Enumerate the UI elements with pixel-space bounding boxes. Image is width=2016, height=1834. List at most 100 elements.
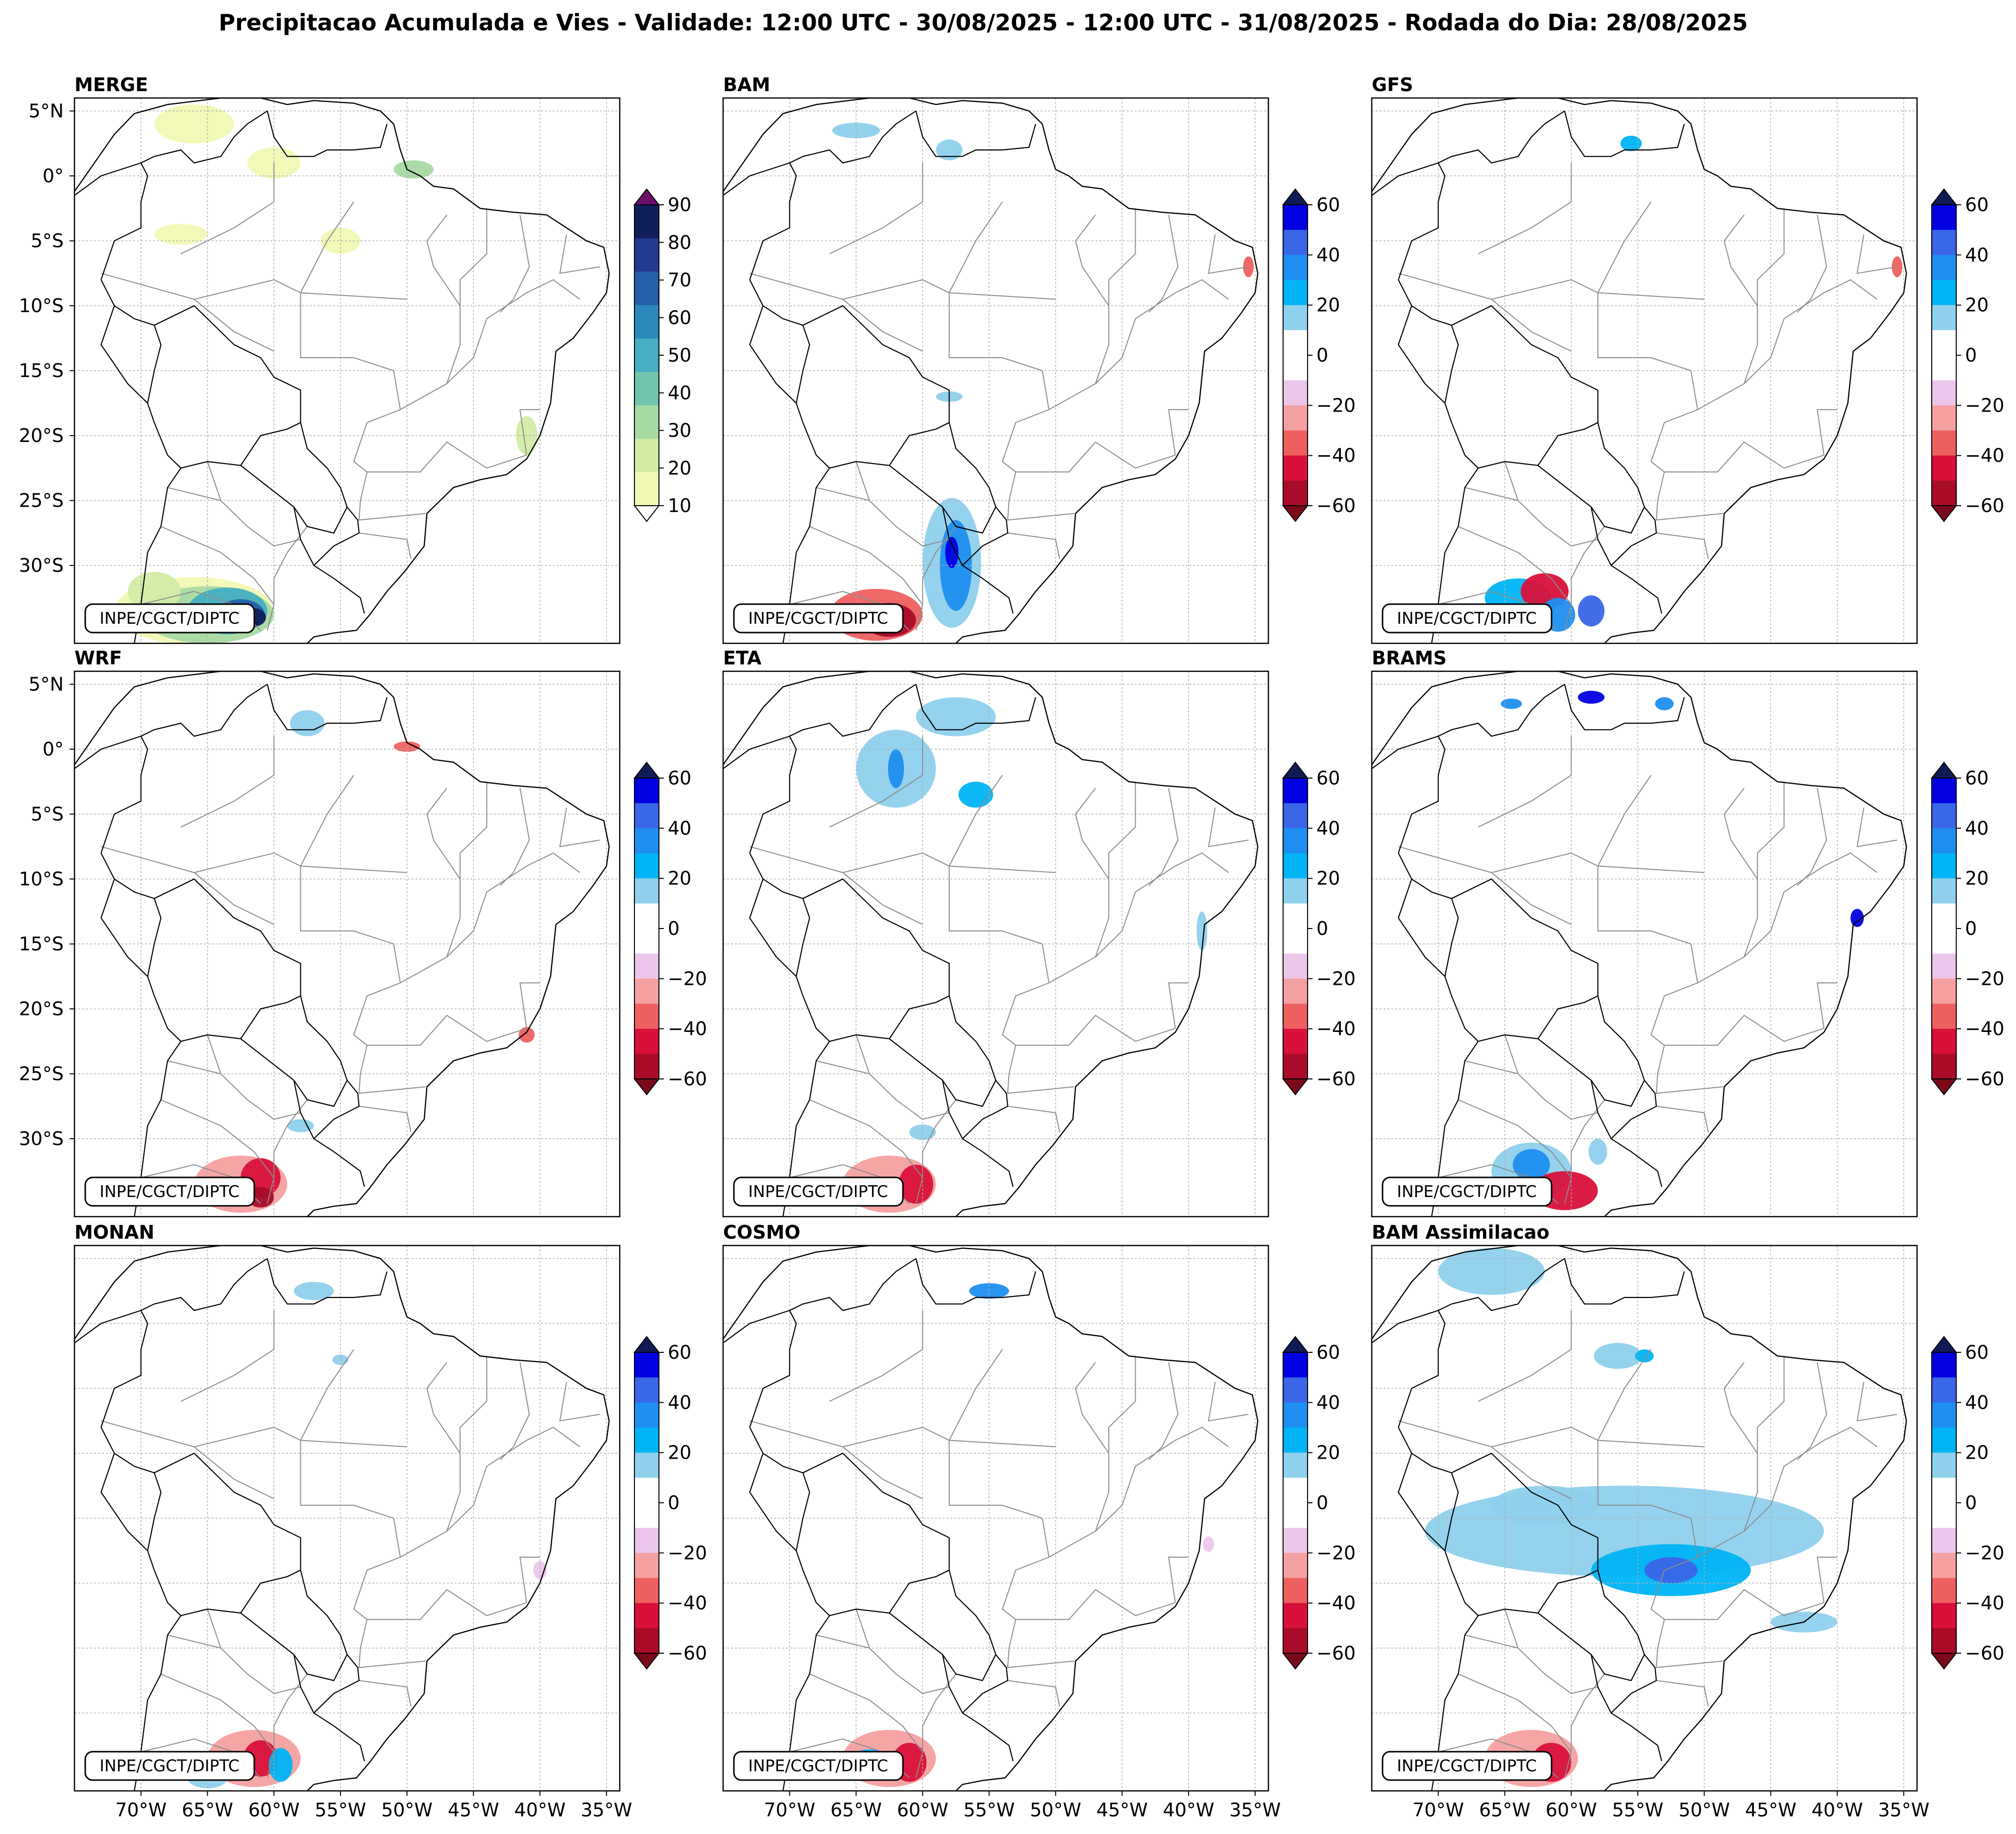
country-border bbox=[100, 1427, 365, 1761]
state-border bbox=[353, 1557, 527, 1620]
country-border bbox=[796, 1472, 810, 1551]
country-border bbox=[267, 1258, 388, 1305]
lon-tick-label: 50°W bbox=[1678, 1799, 1730, 1821]
country-border bbox=[749, 853, 1014, 1187]
field-patch bbox=[293, 1282, 334, 1300]
state-border bbox=[842, 299, 923, 352]
map-panel-brams: BRAMS INPE/CGCT/DIPTC 60 40 20 0 −20 −40 −60 bbox=[1371, 647, 2004, 1218]
country-border bbox=[240, 1613, 348, 1682]
map-area bbox=[723, 98, 1268, 643]
colorbar-segment bbox=[634, 238, 659, 272]
country-border bbox=[1590, 507, 1612, 566]
state-border bbox=[915, 1673, 956, 1778]
state-border bbox=[750, 1420, 1056, 1447]
lat-tick-label: 5°N bbox=[28, 674, 64, 695]
state-border bbox=[1597, 1349, 1652, 1441]
colorbar-tick-label: 20 bbox=[1316, 868, 1340, 889]
colorbar-segment bbox=[634, 1578, 659, 1604]
colorbar-segment bbox=[634, 853, 659, 879]
colorbar-segment bbox=[1283, 1402, 1308, 1428]
state-border bbox=[1597, 293, 1691, 371]
country-border bbox=[147, 325, 162, 404]
colorbar-segment bbox=[1932, 230, 1956, 255]
state-border bbox=[816, 1635, 870, 1649]
colorbar-segment bbox=[634, 929, 659, 954]
colorbar-segment bbox=[634, 1528, 659, 1553]
state-border bbox=[816, 487, 870, 501]
map-area bbox=[723, 671, 1268, 1217]
lat-tick-label: 10°S bbox=[19, 868, 64, 890]
state-border bbox=[1042, 787, 1110, 984]
country-border bbox=[1478, 422, 1598, 469]
field-patch bbox=[899, 1165, 933, 1204]
country-border bbox=[1537, 1613, 1645, 1682]
lat-tick-label: 15°S bbox=[19, 360, 64, 382]
country-border bbox=[889, 1038, 996, 1107]
country-border bbox=[293, 507, 315, 566]
country-border bbox=[796, 898, 810, 977]
map-panel-eta: ETA INPE/CGCT/DIPTC 60 40 20 0 −20 −40 −60 bbox=[722, 647, 1356, 1218]
colorbar-segment bbox=[1932, 778, 1956, 804]
state-border bbox=[500, 788, 530, 886]
colorbar-tick-label: 90 bbox=[668, 194, 691, 216]
map-area bbox=[1372, 1246, 1917, 1791]
lat-tick-label: 25°S bbox=[19, 1063, 64, 1085]
colorbar-tick-label: 40 bbox=[1316, 1392, 1340, 1413]
state-border bbox=[559, 807, 600, 848]
state-border bbox=[1001, 982, 1176, 1046]
state-border bbox=[359, 1680, 412, 1707]
panel-title: GFS bbox=[1372, 74, 1413, 96]
field-patch bbox=[154, 224, 208, 245]
colorbar-segment bbox=[634, 1603, 659, 1629]
state-border bbox=[1650, 1557, 1824, 1620]
map-panel-bam-assimilacao: BAM Assimilacao INPE/CGCT/DIPTC 70°W 65°W 60… bbox=[1371, 1222, 2004, 1821]
state-border bbox=[1458, 1099, 1572, 1178]
colorbar-tick-label: −40 bbox=[1316, 1018, 1356, 1040]
lon-tick-label: 40°W bbox=[1812, 1799, 1863, 1821]
colorbar-segment bbox=[1932, 205, 1956, 230]
state-border bbox=[1655, 471, 1723, 521]
colorbar-segment bbox=[1283, 280, 1308, 306]
state-border bbox=[519, 1557, 540, 1603]
state-border bbox=[267, 1099, 308, 1204]
state-border bbox=[948, 1349, 1003, 1441]
country-border bbox=[74, 162, 142, 196]
country-border bbox=[1398, 1453, 1479, 1791]
lon-tick-label: 55°W bbox=[1612, 1799, 1663, 1821]
state-border bbox=[167, 1060, 221, 1075]
colorbar-tick-label: −20 bbox=[668, 968, 707, 989]
country-border bbox=[100, 279, 365, 614]
country-border bbox=[240, 465, 348, 534]
state-border bbox=[101, 846, 407, 873]
state-border bbox=[1690, 787, 1758, 984]
field-patch bbox=[154, 104, 234, 144]
colorbar-segment bbox=[1932, 1578, 1956, 1604]
colorbar-segment bbox=[1283, 1553, 1308, 1578]
country-border bbox=[1398, 684, 1565, 854]
panel-title: MONAN bbox=[74, 1222, 154, 1243]
map-panel-bam: BAM INPE/CGCT/DIPTC 60 40 20 0 −20 −40 −60 bbox=[722, 74, 1356, 644]
country-border bbox=[147, 1472, 162, 1551]
lon-tick-label: 55°W bbox=[315, 1799, 366, 1821]
country-border bbox=[100, 1453, 182, 1791]
lat-tick-label: 5°S bbox=[31, 230, 64, 252]
state-border bbox=[948, 866, 1043, 945]
coastline bbox=[723, 671, 1259, 1217]
colorbar-tick-label: −20 bbox=[1316, 394, 1356, 416]
colorbar-tick-label: 40 bbox=[668, 1392, 691, 1413]
state-border bbox=[353, 982, 527, 1046]
colorbar-segment bbox=[1932, 978, 1956, 1004]
lon-tick-label: 40°W bbox=[514, 1799, 566, 1821]
field-patch bbox=[888, 749, 904, 788]
colorbar-segment bbox=[1932, 330, 1956, 356]
colorbar-segment bbox=[1283, 1528, 1308, 1553]
colorbar-segment bbox=[1932, 1528, 1956, 1553]
credit-box: INPE/CGCT/DIPTC bbox=[733, 1176, 904, 1207]
state-border bbox=[948, 293, 1043, 371]
state-border bbox=[460, 1356, 487, 1453]
panel-title: COSMO bbox=[723, 1222, 801, 1243]
lat-tick-label: 20°S bbox=[19, 998, 64, 1020]
map-area bbox=[74, 98, 620, 643]
colorbar-tick-label: 0 bbox=[1316, 344, 1328, 366]
